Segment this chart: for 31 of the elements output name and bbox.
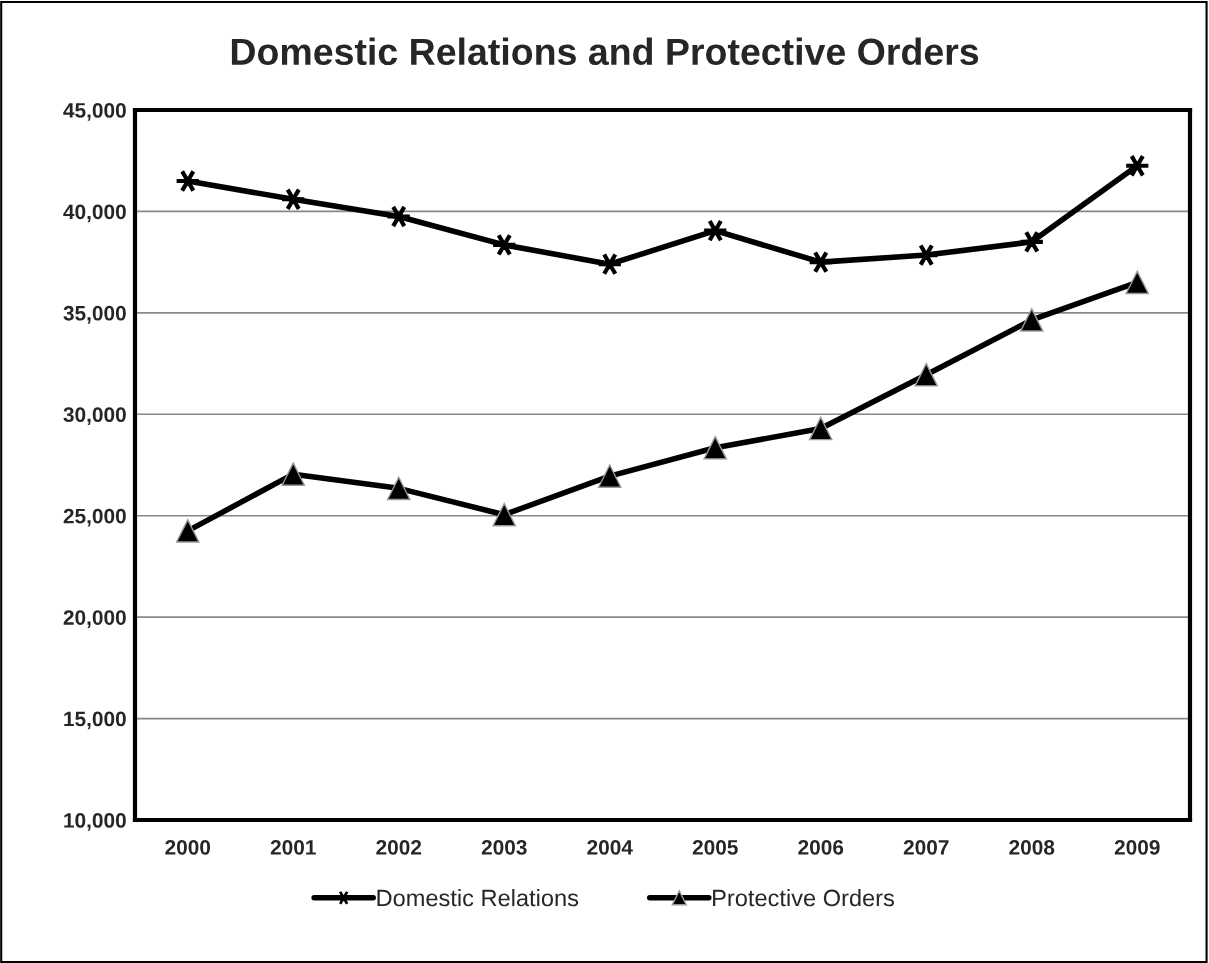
y-tick-label: 20,000 xyxy=(63,610,126,628)
y-tick-label: 30,000 xyxy=(63,407,126,426)
x-tick-label: 2003 xyxy=(481,839,527,855)
y-tick-label: 15,000 xyxy=(64,711,126,730)
point xyxy=(175,519,200,543)
point xyxy=(1125,270,1150,295)
legend-label: Protective Orders xyxy=(713,889,894,907)
x-tick-label: 2000 xyxy=(165,839,211,855)
point xyxy=(703,435,728,460)
y-tick-label: 10,000 xyxy=(64,813,126,831)
x-tick-label: 2009 xyxy=(1114,839,1160,855)
y-tick-label: 25,000 xyxy=(63,508,126,527)
x-tick-label: 2005 xyxy=(692,839,738,855)
x-tick-label: 2008 xyxy=(1009,839,1055,855)
point xyxy=(281,462,306,486)
point xyxy=(808,416,833,441)
point xyxy=(914,362,939,387)
x-tick-label: 2001 xyxy=(270,839,316,855)
legend-label: Domestic Relations xyxy=(377,889,579,907)
point xyxy=(492,502,517,527)
chart-title: Domestic Relations and Protective Orders xyxy=(231,37,979,66)
y-tick-label: 35,000 xyxy=(63,305,126,324)
point xyxy=(386,476,411,501)
x-tick-label: 2007 xyxy=(903,839,949,855)
point xyxy=(597,464,622,488)
x-tick-label: 2002 xyxy=(376,839,422,855)
x-tick-label: 2004 xyxy=(587,839,633,855)
point xyxy=(1019,308,1044,332)
y-tick-label: 45,000 xyxy=(63,103,126,121)
y-tick-label: 40,000 xyxy=(63,204,126,223)
x-tick-label: 2006 xyxy=(798,839,844,855)
